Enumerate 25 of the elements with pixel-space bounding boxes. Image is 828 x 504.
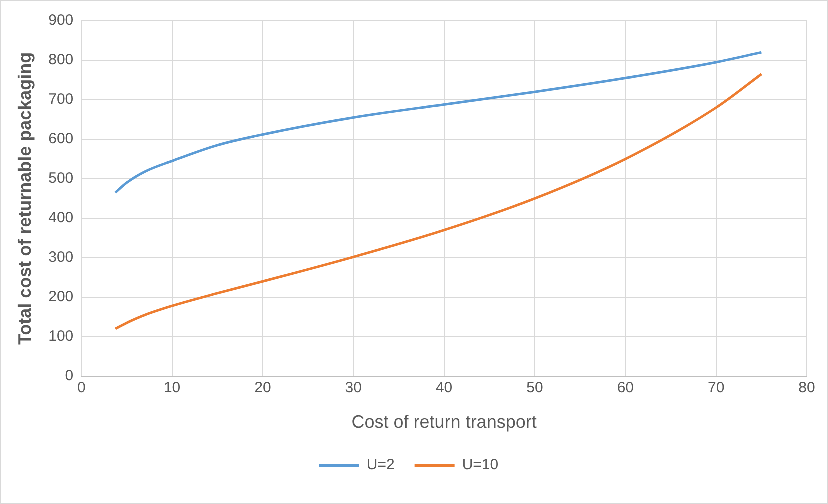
- line-series: [114, 51, 763, 194]
- x-tick-label: 20: [254, 380, 272, 397]
- x-tick-label: 30: [345, 380, 362, 397]
- legend-label: U=2: [366, 456, 395, 474]
- x-tick-label: 70: [708, 380, 725, 397]
- line-series: [114, 73, 763, 330]
- y-tick-label: 500: [48, 170, 74, 188]
- x-tick-label: 10: [164, 380, 181, 397]
- y-tick-label: 300: [48, 249, 74, 266]
- x-tick-label: 60: [617, 380, 634, 397]
- y-tick-label: 400: [48, 210, 74, 227]
- y-tick-label: 100: [48, 328, 74, 346]
- y-tick-label: 200: [48, 288, 74, 306]
- legend-label: U=10: [462, 456, 499, 474]
- x-tick-label: 40: [436, 380, 453, 397]
- y-tick-label: 600: [48, 130, 74, 148]
- x-tick-label: 80: [798, 380, 816, 397]
- x-axis-title: Cost of return transport: [352, 412, 537, 432]
- x-tick-label: 0: [77, 380, 86, 397]
- y-tick-label: 0: [65, 368, 74, 385]
- y-tick-label: 800: [48, 52, 74, 69]
- y-tick-label: 900: [48, 12, 74, 30]
- y-tick-label: 700: [48, 91, 74, 108]
- x-tick-label: 50: [526, 380, 544, 397]
- y-axis-title: Total cost of returnable packaging: [14, 52, 35, 346]
